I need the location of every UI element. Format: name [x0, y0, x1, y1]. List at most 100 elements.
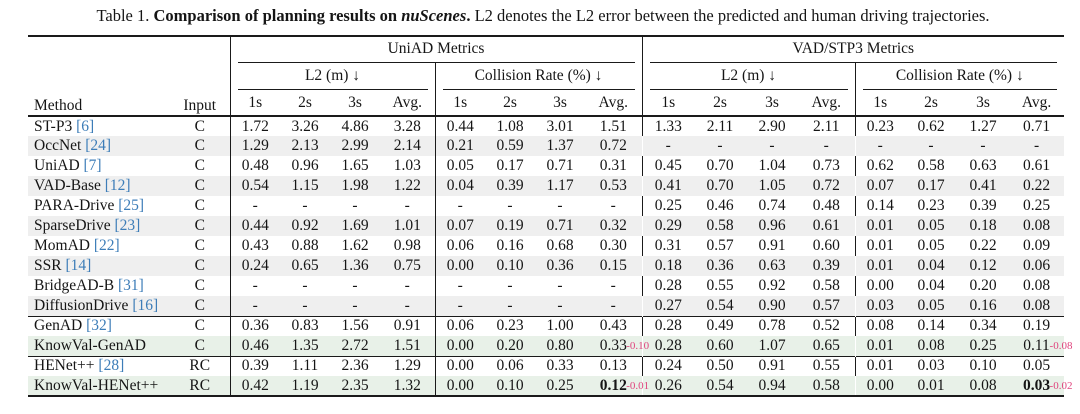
input-cell: C [170, 315, 230, 336]
value-cell: 0.57 [706, 237, 734, 254]
value-cell: 0.08 [1022, 217, 1051, 234]
method-name: KnowVal-HENet++ [34, 376, 159, 394]
value-cell: 0.07 [866, 177, 894, 194]
value-cell: 0.16 [969, 296, 997, 314]
value-cell: - [302, 197, 308, 214]
citation-link[interactable]: [32] [86, 317, 112, 335]
value-cell: 0.03 -0.02 [1009, 376, 1072, 397]
value-cell: 0.25 [1022, 197, 1051, 214]
citation-link[interactable]: [23] [114, 217, 141, 234]
value-cell: 0.72 [812, 177, 840, 194]
citation-link[interactable]: [7] [83, 157, 102, 174]
col-header-avg: Avg. [1009, 90, 1065, 117]
value-cell: 0.05 [917, 296, 945, 314]
value-cell: 0.46 [229, 336, 280, 356]
value-cell: 3.26 [291, 117, 319, 135]
value-cell: 0.83 [280, 315, 330, 336]
col-header-1s: 1s [641, 90, 694, 117]
value-cell: 0.71 [546, 157, 574, 174]
citation-link[interactable]: [25] [118, 197, 145, 214]
value-cell: 0.05 [1009, 355, 1065, 376]
value-cell: 0.54 [694, 376, 746, 397]
value-cell: - [229, 196, 280, 216]
value-cell: - [928, 137, 934, 154]
citation-link[interactable]: [14] [65, 257, 92, 274]
value-cell: 0.36 [546, 257, 574, 274]
input-cell: RC [170, 376, 230, 397]
value-cell: 0.08 [1022, 277, 1051, 294]
value-cell: 0.06 [434, 236, 485, 256]
value-cell: 0.50 [694, 355, 746, 376]
value-cell: 0.57 [812, 296, 840, 314]
input-cell: C [194, 336, 205, 354]
col-header-2s: 2s [694, 90, 746, 117]
value-cell: 0.25 [969, 336, 997, 354]
method-cell: PARA-Drive [25] [28, 196, 170, 216]
value-cell: 1.01 [393, 217, 421, 234]
value-cell: - [557, 197, 563, 214]
citation-link[interactable]: [28] [98, 357, 125, 375]
table-row: KnowVal-HENet++ RC 0.42 1.19 2.35 1.32 0.00 0.1… [28, 376, 1072, 397]
value-cell: 0.00 [434, 376, 485, 397]
input-cell: RC [170, 355, 230, 376]
value-cell: 0.33 -0.10 [599, 336, 650, 354]
subgroup-header-vad-l2: L2 (m) ↓ [641, 63, 855, 90]
value-cell: 0.08 [854, 315, 905, 336]
value-cell: 1.51 [599, 117, 627, 135]
value-cell: 0.62 [917, 117, 945, 135]
value-cell: 0.01 [905, 376, 957, 397]
value-cell: 0.44 [434, 116, 485, 136]
method-name: ST-P3 [34, 117, 73, 135]
value-cell: 0.19 [496, 217, 524, 234]
value-cell: 0.24 [641, 355, 694, 376]
table-row: UniAD [7] C 0.48 0.96 1.65 1.03 0.05 0.17 0.71 0.… [28, 156, 1064, 176]
table-section-0: ST-P3 [6] C 1.72 3.26 4.86 3.28 0.44 1.08 3.01 1.… [28, 116, 1065, 316]
value-cell: 0.75 [393, 257, 421, 274]
value-cell: 0.23 [485, 315, 535, 336]
value-cell: 0.12 -0.01 [585, 376, 649, 397]
citation-link[interactable]: [24] [85, 137, 112, 154]
value-cell: 1.98 [341, 177, 369, 194]
col-header-3s: 3s [330, 90, 380, 117]
col-header-avg: Avg. [585, 90, 642, 117]
value-cell: 0.21 [434, 136, 485, 156]
citation-link[interactable]: [16] [132, 296, 159, 314]
value-cell: 1.22 [393, 177, 421, 194]
caption-description: L2 denotes the L2 error between the pred… [474, 6, 990, 25]
value-cell: - [352, 296, 358, 314]
value-cell: 0.18 [969, 217, 997, 234]
citation-link[interactable]: [6] [76, 117, 95, 135]
value-cell: 0.39 [969, 197, 997, 214]
value-cell: - [302, 296, 308, 314]
value-cell: 0.43 [585, 315, 642, 336]
value-cell: 0.39 [229, 355, 280, 376]
value-cell: 0.63 [758, 257, 786, 274]
value-cell: 0.18 [654, 257, 682, 274]
value-cell: 0.00 [854, 276, 905, 296]
value-cell: - [434, 296, 485, 316]
value-cell: 0.39 [496, 177, 524, 194]
value-cell: 1.05 [758, 177, 786, 194]
value-cell: - [717, 137, 723, 154]
value-cell: 0.00 [434, 355, 485, 376]
value-cell: 1.65 [341, 157, 369, 174]
value-cell: 1.07 [758, 336, 786, 354]
citation-link[interactable]: [31] [117, 277, 144, 294]
value-cell: 1.56 [330, 315, 380, 336]
method-name: UniAD [34, 157, 80, 174]
input-cell: C [194, 237, 205, 254]
value-cell: 0.41 [654, 177, 682, 194]
value-cell: 0.65 [291, 257, 319, 274]
table-row: SSR [14] C 0.24 0.65 1.36 0.75 0.00 0.10 0.36 0.1… [28, 256, 1065, 276]
citation-link[interactable]: [12] [104, 177, 131, 194]
citation-link[interactable]: [22] [93, 237, 120, 254]
value-cell: 1.72 [229, 116, 280, 136]
value-cell: 0.26 [642, 376, 694, 397]
table-row: BridgeAD-B [31] C - - - - - - - - 0.28 0.55 0.92 0.58… [28, 276, 1064, 296]
value-cell: 0.06 [485, 355, 535, 376]
value-cell: 0.71 [1022, 117, 1051, 135]
value-cell: - [404, 277, 410, 294]
value-cell: 0.61 [812, 217, 840, 234]
value-cell: 0.01 [854, 236, 905, 256]
